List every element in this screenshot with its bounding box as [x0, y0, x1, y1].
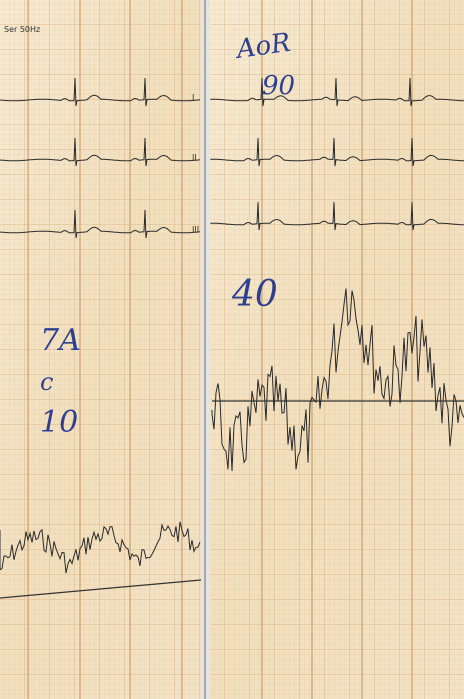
ecg-trace	[210, 137, 464, 167]
note: 7A	[40, 323, 81, 358]
lead-label: II	[192, 153, 197, 162]
note: 40	[231, 274, 278, 315]
ecg-trace	[0, 77, 201, 107]
ecg-trace	[0, 209, 201, 239]
header: Ser 50Hz	[4, 25, 40, 34]
lead-label: I	[192, 93, 194, 102]
ecg-trace	[210, 77, 464, 107]
left-paper	[0, 0, 201, 699]
ecg-trace	[0, 137, 201, 167]
right-paper	[210, 0, 464, 699]
fibrillation-trace	[0, 521, 201, 574]
fibrillation-trace	[211, 288, 464, 472]
note: c	[40, 368, 53, 396]
ecg-trace	[210, 201, 464, 231]
lead-label: III	[192, 225, 199, 234]
note: 10	[40, 405, 78, 440]
baseline	[0, 579, 202, 599]
